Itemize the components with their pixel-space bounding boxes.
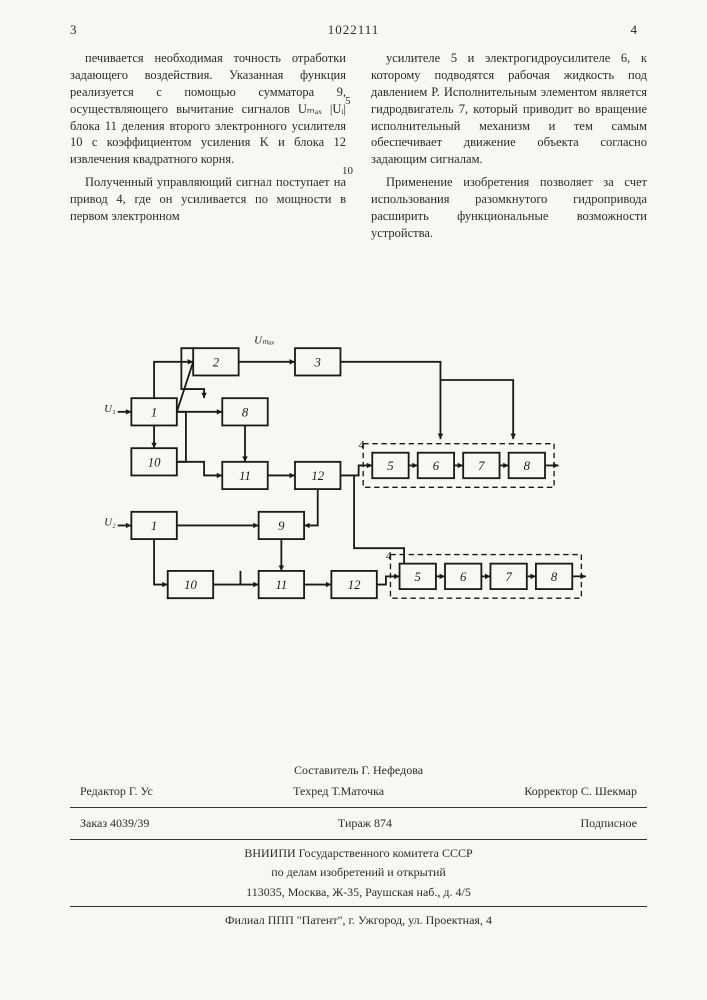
column-right: усилителе 5 и электрогидроусилителе 6, к… — [371, 50, 647, 248]
svg-text:5: 5 — [415, 570, 421, 584]
divider-1 — [70, 807, 647, 808]
line-marker-10: 10 — [342, 165, 353, 177]
svg-text:5: 5 — [387, 459, 393, 473]
svg-text:11: 11 — [275, 578, 287, 592]
subscription: Подписное — [581, 814, 638, 833]
svg-text:7: 7 — [478, 459, 485, 473]
svg-text:U₁: U₁ — [104, 403, 116, 415]
svg-text:4: 4 — [359, 439, 365, 451]
right-page-num: 4 — [631, 22, 638, 38]
patent-number: 1022111 — [328, 22, 380, 38]
order: Заказ 4039/39 — [80, 814, 149, 833]
techred: Техред Т.Маточка — [293, 782, 384, 801]
divider-3 — [70, 906, 647, 907]
editor: Редактор Г. Ус — [80, 782, 153, 801]
line-marker-5: 5 — [345, 95, 351, 107]
svg-text:2: 2 — [213, 355, 220, 369]
col2-para2: Применение изобретения позволяет за счет… — [371, 174, 647, 242]
svg-text:10: 10 — [148, 455, 161, 469]
svg-text:4: 4 — [386, 550, 392, 562]
corrector: Корректор С. Шекмар — [524, 782, 637, 801]
page: 3 1022111 4 5 10 печивается необходимая … — [0, 0, 707, 1000]
svg-text:11: 11 — [239, 469, 251, 483]
svg-text:10: 10 — [184, 578, 197, 592]
diagram-svg: 2 3 1 8 10 11 12 5 6 7 8 1 9 10 11 12 5 6 7 8 U₁ U₂ Uₘₐₓ 4 4 — [95, 290, 595, 670]
svg-text:1: 1 — [151, 405, 157, 419]
org-line-1: ВНИИПИ Государственного комитета СССР — [70, 844, 647, 863]
svg-text:8: 8 — [242, 405, 249, 419]
svg-text:6: 6 — [460, 570, 467, 584]
footer: Составитель Г. Нефедова Редактор Г. Ус Т… — [70, 761, 647, 930]
compiler-line: Составитель Г. Нефедова — [70, 761, 647, 780]
svg-text:12: 12 — [348, 578, 361, 592]
tirage: Тираж 874 — [338, 814, 392, 833]
svg-text:Uₘₐₓ: Uₘₐₓ — [254, 335, 275, 347]
svg-text:8: 8 — [551, 570, 558, 584]
header-numbers: 3 1022111 4 — [0, 22, 707, 38]
svg-text:6: 6 — [433, 459, 440, 473]
address-line: 113035, Москва, Ж-35, Раушская наб., д. … — [70, 883, 647, 902]
svg-text:12: 12 — [311, 469, 324, 483]
column-left: печивается необходимая точность отработк… — [70, 50, 346, 248]
col1-para2: Полученный управляющий сигнал поступает … — [70, 174, 346, 225]
svg-text:7: 7 — [505, 570, 512, 584]
credits-row: Редактор Г. Ус Техред Т.Маточка Корректо… — [70, 780, 647, 803]
svg-text:U₂: U₂ — [104, 516, 116, 528]
branch-line: Филиал ППП "Патент", г. Ужгород, ул. Про… — [70, 911, 647, 930]
svg-text:1: 1 — [151, 519, 157, 533]
left-page-num: 3 — [70, 22, 77, 38]
col1-para1: печивается необходимая точность отработк… — [70, 50, 346, 168]
text-columns: печивается необходимая точность отработк… — [70, 50, 647, 248]
svg-text:8: 8 — [524, 459, 531, 473]
org-line-2: по делам изобретений и открытий — [70, 863, 647, 882]
block-diagram: 2 3 1 8 10 11 12 5 6 7 8 1 9 10 11 12 5 6 7 8 U₁ U₂ Uₘₐₓ 4 4 — [95, 290, 595, 670]
col2-para1: усилителе 5 и электрогидроусилителе 6, к… — [371, 50, 647, 168]
svg-text:3: 3 — [314, 355, 321, 369]
divider-2 — [70, 839, 647, 840]
order-row: Заказ 4039/39 Тираж 874 Подписное — [70, 812, 647, 835]
svg-text:9: 9 — [278, 519, 285, 533]
